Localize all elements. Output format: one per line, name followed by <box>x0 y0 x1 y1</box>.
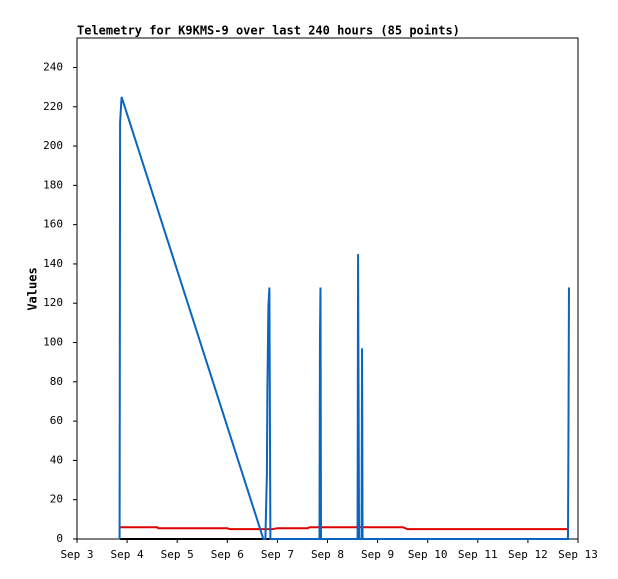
chart-title: Telemetry for K9KMS-9 over last 240 hour… <box>77 24 460 38</box>
x-tick-label: Sep 6 <box>211 548 244 561</box>
y-tick-label: 160 <box>43 218 63 231</box>
x-tick-label: Sep 11 <box>458 548 498 561</box>
y-tick-label: 180 <box>43 178 63 191</box>
y-tick-label: 40 <box>50 453 63 466</box>
y-tick-label: 60 <box>50 414 63 427</box>
x-tick-label: Sep 3 <box>60 548 93 561</box>
x-tick-label: Sep 10 <box>408 548 448 561</box>
x-tick-label: Sep 7 <box>261 548 294 561</box>
y-tick-label: 80 <box>50 375 63 388</box>
y-tick-label: 240 <box>43 60 63 73</box>
y-tick-label: 220 <box>43 100 63 113</box>
y-tick-label: 200 <box>43 139 63 152</box>
x-tick-label: Sep 5 <box>161 548 194 561</box>
y-tick-label: 100 <box>43 336 63 349</box>
x-tick-label: Sep 4 <box>111 548 144 561</box>
y-tick-label: 140 <box>43 257 63 270</box>
x-tick-label: Sep 12 <box>508 548 548 561</box>
y-axis-label: Values <box>26 267 40 310</box>
plot-frame <box>76 37 579 540</box>
y-tick-label: 120 <box>43 296 63 309</box>
x-tick-label: Sep 13 <box>558 548 598 561</box>
y-tick-label: 0 <box>56 532 63 545</box>
data-line <box>120 526 568 531</box>
x-tick-label: Sep 8 <box>311 548 344 561</box>
y-tick-label: 20 <box>50 493 63 506</box>
x-tick-label: Sep 9 <box>361 548 394 561</box>
data-line <box>118 96 570 540</box>
